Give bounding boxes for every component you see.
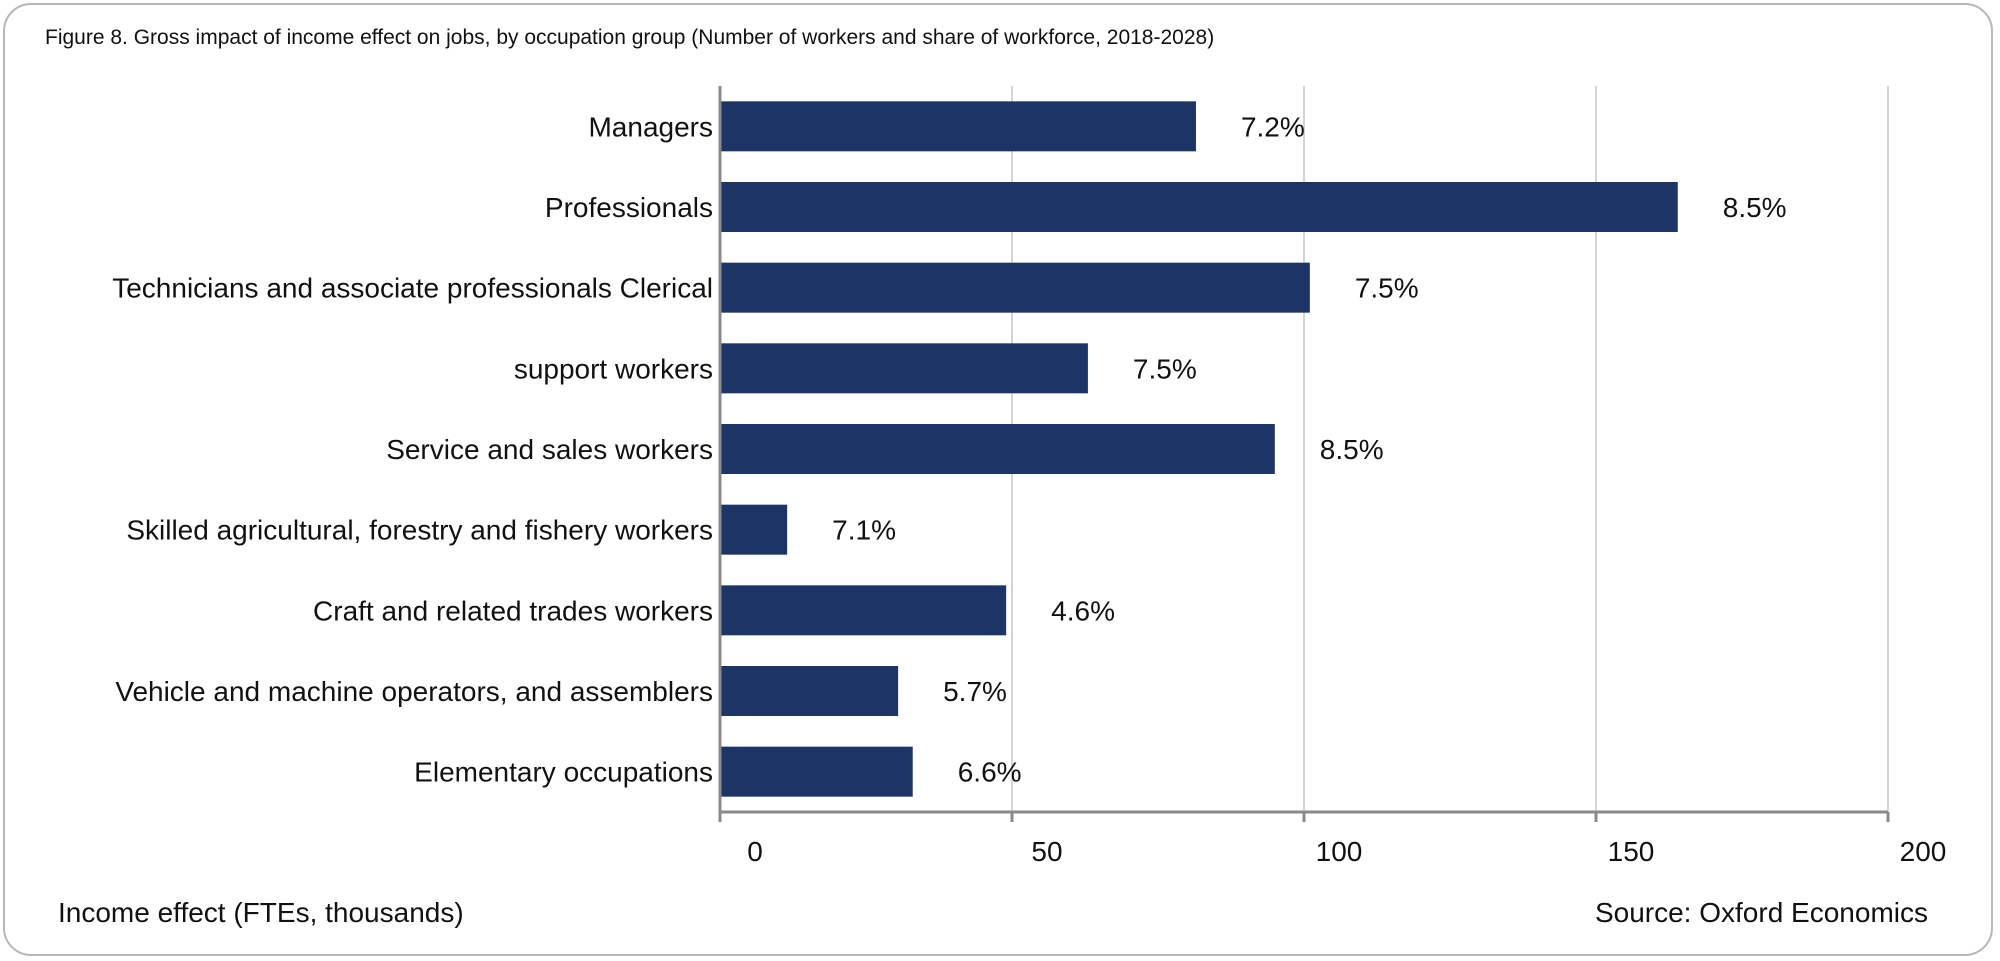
bar — [720, 262, 1310, 313]
category-label: Skilled agricultural, forestry and fishe… — [126, 515, 713, 546]
data-label: 7.1% — [832, 515, 896, 546]
data-label: 5.7% — [943, 676, 1007, 707]
category-label: Craft and related trades workers — [313, 595, 713, 626]
chart-title: Figure 8. Gross impact of income effect … — [45, 26, 1215, 49]
bar — [720, 182, 1678, 232]
x-tick-label: 200 — [1900, 836, 1947, 867]
source-note: Source: Oxford Economics — [1594, 897, 1928, 928]
data-label: 8.5% — [1320, 434, 1384, 465]
category-label: Vehicle and machine operators, and assem… — [115, 676, 713, 707]
data-label: 7.2% — [1241, 111, 1305, 142]
x-axis-title: Income effect (FTEs, thousands) — [58, 897, 464, 928]
x-tick-labels: 0 50 100 150 200 — [747, 836, 1946, 867]
category-label: Elementary occupations — [414, 757, 713, 788]
x-tick-label: 0 — [747, 836, 763, 867]
bar — [720, 424, 1275, 474]
bar — [720, 504, 788, 555]
bar — [720, 343, 1088, 394]
category-label: Technicians and associate professionals … — [112, 273, 713, 304]
chart-frame — [3, 3, 1993, 956]
category-label: support workers — [514, 353, 713, 384]
bar — [720, 585, 1007, 636]
x-tick-label: 150 — [1608, 836, 1655, 867]
x-tick-label: 50 — [1031, 836, 1062, 867]
data-label: 6.6% — [958, 757, 1022, 788]
axes — [718, 86, 1890, 822]
category-label: Managers — [588, 111, 713, 142]
bar — [720, 746, 913, 797]
data-label: 4.6% — [1051, 595, 1115, 626]
data-label: 7.5% — [1355, 273, 1419, 304]
bar — [720, 101, 1196, 152]
category-labels: Managers Professionals Technicians and ass… — [112, 111, 713, 787]
bar — [720, 666, 899, 716]
data-label: 7.5% — [1133, 353, 1197, 384]
bars — [720, 101, 1678, 797]
data-label: 8.5% — [1723, 192, 1787, 223]
x-tick-label: 100 — [1316, 836, 1363, 867]
category-label: Service and sales workers — [386, 434, 713, 465]
category-label: Professionals — [545, 192, 713, 223]
data-labels: 7.2% 8.5% 7.5% 7.5% 8.5% 7.1% 4.6% 5.7% 6.6% — [832, 111, 1786, 787]
